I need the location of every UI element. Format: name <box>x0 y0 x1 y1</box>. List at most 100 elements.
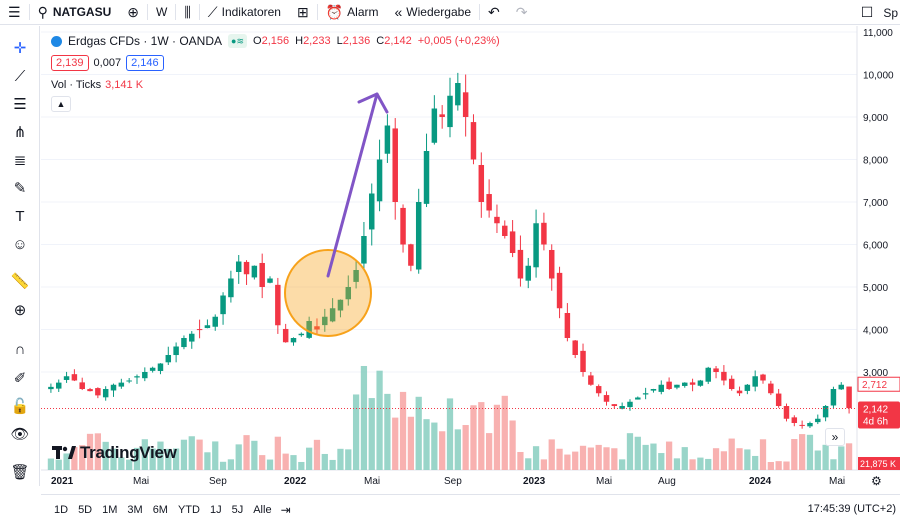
indicators-button[interactable]: ⟋ Indikatoren <box>200 0 289 25</box>
candle-body[interactable] <box>470 122 477 160</box>
arrow-annotation[interactable] <box>326 92 379 278</box>
candle-body[interactable] <box>259 262 265 287</box>
candle-body[interactable] <box>447 95 453 128</box>
candle-body[interactable] <box>243 261 250 275</box>
eye-icon[interactable]: 👁 <box>10 426 30 443</box>
candle-body[interactable] <box>322 316 328 326</box>
candle-body[interactable] <box>384 125 391 154</box>
candle-body[interactable] <box>376 159 383 202</box>
candle-body[interactable] <box>110 384 117 391</box>
range-button-1d[interactable]: 1D <box>54 503 69 516</box>
redo-button[interactable]: ↷ <box>508 0 536 25</box>
candle-body[interactable] <box>768 383 774 394</box>
menu-button[interactable]: ☰ <box>0 0 29 25</box>
circle-annotation[interactable] <box>284 249 372 337</box>
chart-pane[interactable]: 11,000 10,000 9,000 8,000 7,000 6,000 5,000 4,0… <box>41 26 900 492</box>
range-button-ytd[interactable]: YTD <box>177 503 200 516</box>
candle-body[interactable] <box>165 355 172 363</box>
candle-body[interactable] <box>674 384 680 388</box>
candle-body[interactable] <box>815 418 821 423</box>
alert-button[interactable]: ⏰ Alarm <box>318 0 387 25</box>
candle-body[interactable] <box>838 384 845 390</box>
candle-body[interactable] <box>212 316 218 327</box>
scroll-to-realtime-button[interactable]: » <box>825 428 845 446</box>
candle-body[interactable] <box>556 272 563 309</box>
candle-body[interactable] <box>142 372 148 379</box>
candle-body[interactable] <box>822 406 829 418</box>
candle-body[interactable] <box>204 325 211 329</box>
candle-body[interactable] <box>361 236 367 264</box>
candle-body[interactable] <box>752 376 758 387</box>
settings-gear-icon[interactable]: ⚙ <box>871 474 882 488</box>
legend-title[interactable]: Erdgas CFDs · 1W · OANDA <box>68 34 223 48</box>
candle-body[interactable] <box>705 367 711 382</box>
candle-body[interactable] <box>744 384 751 391</box>
chart-canvas[interactable]: 11,000 10,000 9,000 8,000 7,000 6,000 5,000 4,0… <box>41 26 900 492</box>
candle-body[interactable] <box>282 328 289 343</box>
range-button-alle[interactable]: Alle <box>253 503 272 516</box>
candle-body[interactable] <box>455 83 461 106</box>
candle-body[interactable] <box>713 368 719 372</box>
candle-body[interactable] <box>721 371 727 381</box>
candle-body[interactable] <box>95 388 101 396</box>
save-layout-button[interactable]: Sp <box>881 0 900 25</box>
candle-body[interactable] <box>666 381 672 389</box>
magnet-icon[interactable]: ∩ <box>14 340 26 358</box>
trash-icon[interactable]: 🗑 <box>10 464 30 481</box>
ruler-icon[interactable]: 📏 <box>10 273 30 290</box>
candle-body[interactable] <box>502 225 508 236</box>
candle-body[interactable] <box>580 350 586 372</box>
candle-body[interactable] <box>149 367 156 371</box>
candle-body[interactable] <box>392 128 398 202</box>
candle-body[interactable] <box>564 312 571 338</box>
candle-body[interactable] <box>830 389 837 406</box>
candle-body[interactable] <box>627 401 633 408</box>
candle-body[interactable] <box>760 374 766 381</box>
candle-body[interactable] <box>548 249 555 279</box>
candle-body[interactable] <box>118 382 125 387</box>
range-button-5j[interactable]: 5J <box>231 503 244 516</box>
range-button-3m[interactable]: 3M <box>127 503 143 516</box>
lock-icon[interactable]: 🔓 <box>10 398 30 415</box>
candle-body[interactable] <box>611 404 618 406</box>
pitchfork-icon[interactable]: ⋔ <box>13 124 27 141</box>
candle-body[interactable] <box>298 333 305 336</box>
candle-body[interactable] <box>71 374 78 381</box>
range-button-6m[interactable]: 6M <box>152 503 168 516</box>
candle-body[interactable] <box>126 380 132 382</box>
candle-body[interactable] <box>689 382 696 385</box>
candle-body[interactable] <box>525 265 531 281</box>
undo-button[interactable]: ↶ <box>480 0 508 25</box>
candle-body[interactable] <box>682 382 688 386</box>
candle-body[interactable] <box>783 406 790 419</box>
candle-body[interactable] <box>228 278 234 298</box>
templates-button[interactable]: ⊞ <box>289 0 317 25</box>
candle-body[interactable] <box>337 299 344 311</box>
candle-body[interactable] <box>63 376 70 380</box>
candle-body[interactable] <box>423 151 430 204</box>
candle-body[interactable] <box>102 389 109 398</box>
symbol-search-button[interactable]: ⚲ NATGASU <box>30 0 120 25</box>
candle-body[interactable] <box>400 207 406 245</box>
candle-body[interactable] <box>846 386 852 409</box>
visibility-pill[interactable]: ●≋ <box>228 34 248 48</box>
candle-body[interactable] <box>736 390 743 394</box>
candle-body[interactable] <box>478 165 485 202</box>
candle-body[interactable] <box>48 386 54 390</box>
candle-body[interactable] <box>157 363 164 371</box>
candle-body[interactable] <box>799 424 805 426</box>
emoji-icon[interactable]: ☺ <box>12 235 28 253</box>
candle-body[interactable] <box>728 378 735 389</box>
compare-button[interactable]: ⊕ <box>119 0 147 25</box>
candle-body[interactable] <box>181 338 187 348</box>
candle-body[interactable] <box>533 223 539 268</box>
candle-body[interactable] <box>306 321 312 338</box>
candle-body[interactable] <box>509 231 516 253</box>
candle-body[interactable] <box>494 216 500 224</box>
candle-body[interactable] <box>408 244 414 266</box>
candle-body[interactable] <box>775 393 782 406</box>
candle-body[interactable] <box>486 194 492 211</box>
candle-body[interactable] <box>619 406 625 409</box>
range-button-1j[interactable]: 1J <box>209 503 222 516</box>
candle-body[interactable] <box>572 340 578 355</box>
